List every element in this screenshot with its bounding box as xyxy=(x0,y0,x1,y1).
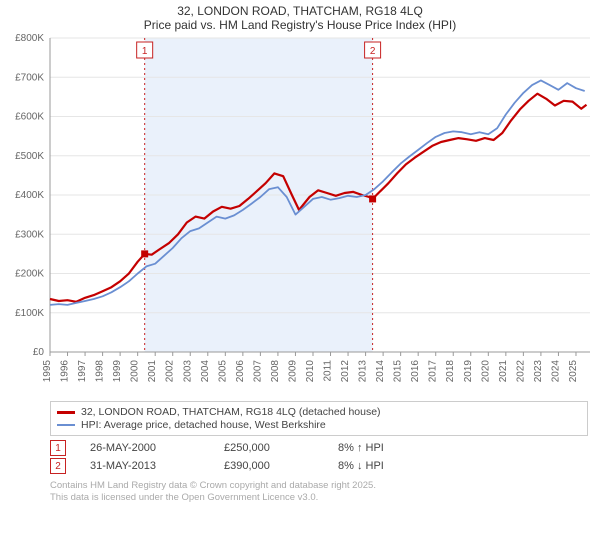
x-tick-label: 2010 xyxy=(305,360,316,383)
footer-attribution: Contains HM Land Registry data © Crown c… xyxy=(50,480,588,504)
event-delta: 8% ↑ HPI xyxy=(338,442,384,454)
y-tick-label: £0 xyxy=(33,347,45,358)
legend-swatch xyxy=(57,411,75,414)
x-tick-label: 2015 xyxy=(393,360,404,383)
y-tick-label: £700K xyxy=(15,72,44,83)
x-tick-label: 1996 xyxy=(60,360,71,383)
y-tick-label: £100K xyxy=(15,308,44,319)
legend-label: HPI: Average price, detached house, West… xyxy=(81,419,326,431)
x-tick-label: 2007 xyxy=(252,360,263,383)
price-point-marker xyxy=(369,195,376,202)
x-tick-label: 2016 xyxy=(410,360,421,383)
event-row: 2 31-MAY-2013 £390,000 8% ↓ HPI xyxy=(50,458,588,474)
x-tick-label: 2003 xyxy=(182,360,193,383)
title-subtitle: Price paid vs. HM Land Registry's House … xyxy=(0,18,600,32)
x-tick-label: 2017 xyxy=(428,360,439,383)
title-block: 32, LONDON ROAD, THATCHAM, RG18 4LQ Pric… xyxy=(0,0,600,32)
x-tick-label: 2012 xyxy=(340,360,351,383)
x-tick-label: 2000 xyxy=(130,360,141,383)
chart-card: 32, LONDON ROAD, THATCHAM, RG18 4LQ Pric… xyxy=(0,0,600,560)
x-tick-label: 2006 xyxy=(235,360,246,383)
title-address: 32, LONDON ROAD, THATCHAM, RG18 4LQ xyxy=(0,4,600,18)
y-tick-label: £300K xyxy=(15,229,44,240)
price-chart: £0 £100K £200K £300K £400K £500K £600K £700K £80… xyxy=(0,32,600,392)
x-tick-label: 1998 xyxy=(95,360,106,383)
footer-line-2: This data is licensed under the Open Gov… xyxy=(50,492,588,504)
x-tick-label: 2001 xyxy=(147,360,158,383)
x-tick-label: 2002 xyxy=(165,360,176,383)
price-point-marker xyxy=(141,250,148,257)
x-tick-label: 2011 xyxy=(323,360,334,382)
y-tick-label: £400K xyxy=(15,190,44,201)
y-tick-label: £500K xyxy=(15,151,44,162)
legend: 32, LONDON ROAD, THATCHAM, RG18 4LQ (det… xyxy=(50,401,588,436)
x-tick-label: 1997 xyxy=(77,360,88,383)
legend-item: 32, LONDON ROAD, THATCHAM, RG18 4LQ (det… xyxy=(57,406,581,418)
svg-text:1: 1 xyxy=(142,46,148,57)
event-price: £250,000 xyxy=(224,442,314,454)
event-date: 26-MAY-2000 xyxy=(90,442,200,454)
event-marker-badge: 1 xyxy=(50,440,66,456)
x-tick-label: 2019 xyxy=(463,360,474,383)
x-tick-label: 2021 xyxy=(498,360,509,383)
x-tick-label: 2005 xyxy=(217,360,228,383)
y-tick-label: £200K xyxy=(15,269,44,280)
x-tick-label: 2018 xyxy=(445,360,456,383)
legend-swatch xyxy=(57,424,75,426)
event-marker-badge: 2 xyxy=(50,458,66,474)
y-tick-label: £800K xyxy=(15,33,44,44)
event-price: £390,000 xyxy=(224,460,314,472)
x-tick-label: 2020 xyxy=(480,360,491,383)
event-date: 31-MAY-2013 xyxy=(90,460,200,472)
events-table: 1 26-MAY-2000 £250,000 8% ↑ HPI 2 31-MAY-2013… xyxy=(50,440,588,474)
legend-item: HPI: Average price, detached house, West… xyxy=(57,419,581,431)
x-tick-label: 2025 xyxy=(568,360,579,383)
x-tick-label: 2023 xyxy=(533,360,544,383)
svg-text:2: 2 xyxy=(370,46,376,57)
event-row: 1 26-MAY-2000 £250,000 8% ↑ HPI xyxy=(50,440,588,456)
event-marker: 1 xyxy=(137,42,153,58)
x-tick-label: 2009 xyxy=(287,360,298,383)
footer-line-1: Contains HM Land Registry data © Crown c… xyxy=(50,480,588,492)
x-tick-label: 2024 xyxy=(550,360,561,383)
x-tick-label: 2014 xyxy=(375,360,386,383)
x-tick-label: 2022 xyxy=(515,360,526,383)
x-tick-label: 2013 xyxy=(358,360,369,383)
x-tick-label: 1995 xyxy=(42,360,53,383)
x-tick-label: 2004 xyxy=(200,360,211,383)
event-delta: 8% ↓ HPI xyxy=(338,460,384,472)
x-tick-label: 2008 xyxy=(270,360,281,383)
x-tick-label: 1999 xyxy=(112,360,123,383)
y-tick-label: £600K xyxy=(15,112,44,123)
legend-label: 32, LONDON ROAD, THATCHAM, RG18 4LQ (det… xyxy=(81,406,381,418)
event-marker: 2 xyxy=(365,42,381,58)
